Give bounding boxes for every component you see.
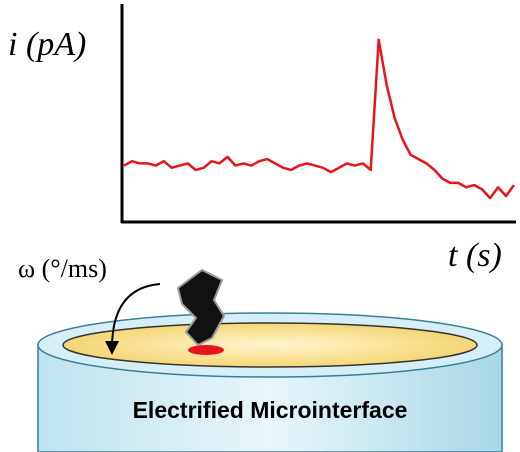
cylinder-label: Electrified Microinterface (133, 397, 408, 423)
y-axis-label: i (pA) (8, 26, 86, 63)
rotation-label: ω (°/ms) (18, 254, 107, 283)
cylinder: ω (°/ms) Electrified Microinterface (18, 254, 503, 452)
x-axis-label: t (s) (448, 237, 502, 274)
contact-spot (188, 345, 224, 355)
interface-surface (62, 322, 478, 368)
current-trace (123, 38, 516, 200)
particle (176, 268, 226, 347)
plot: i (pA) t (s) (8, 4, 516, 274)
rotation-arrow (105, 283, 161, 355)
